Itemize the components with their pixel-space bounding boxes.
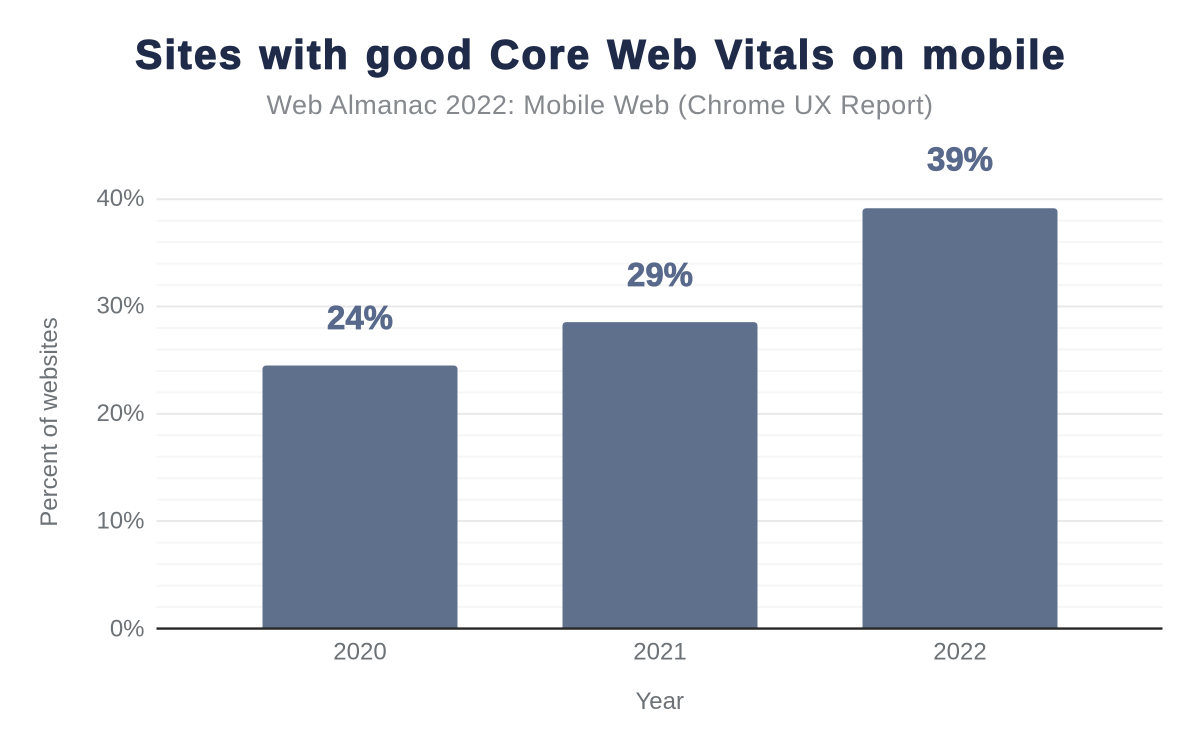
svg-text:40%: 40% <box>96 185 144 212</box>
svg-text:24%: 24% <box>327 299 393 336</box>
svg-text:Year: Year <box>636 688 685 715</box>
svg-text:29%: 29% <box>627 256 693 293</box>
svg-text:0%: 0% <box>110 615 145 642</box>
svg-text:2020: 2020 <box>333 638 386 665</box>
svg-text:Percent of websites: Percent of websites <box>36 317 63 526</box>
svg-text:30%: 30% <box>96 293 144 320</box>
svg-text:20%: 20% <box>96 400 144 427</box>
svg-text:Web Almanac 2022: Mobile Web (: Web Almanac 2022: Mobile Web (Chrome UX … <box>267 90 934 120</box>
svg-text:2022: 2022 <box>933 638 986 665</box>
svg-text:Sites with good Core Web Vital: Sites with good Core Web Vitals on mobil… <box>135 31 1066 77</box>
svg-text:39%: 39% <box>927 141 993 178</box>
svg-text:10%: 10% <box>96 508 144 535</box>
svg-text:2021: 2021 <box>633 638 686 665</box>
